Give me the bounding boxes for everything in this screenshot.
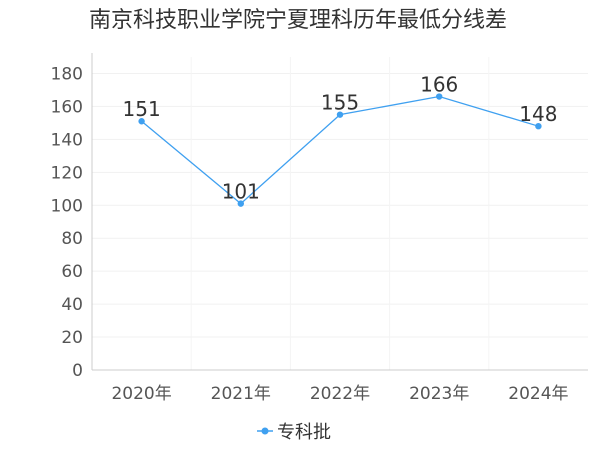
- y-tick-label: 0: [72, 361, 83, 381]
- y-tick-label: 160: [51, 97, 83, 117]
- x-tick-label: 2022年: [310, 384, 370, 404]
- series: [138, 93, 542, 207]
- y-tick-label: 180: [51, 64, 83, 84]
- chart-title: 南京科技职业学院宁夏理科历年最低分线差: [89, 8, 507, 33]
- data-point[interactable]: [535, 122, 542, 130]
- y-tick-label: 140: [51, 130, 83, 150]
- data-point[interactable]: [436, 93, 443, 100]
- legend-label[interactable]: 专科批: [277, 422, 331, 443]
- data-point[interactable]: [336, 111, 344, 118]
- legend-marker-icon: [261, 427, 269, 435]
- x-tick-label: 2021年: [211, 384, 271, 404]
- legend[interactable]: 专科批: [257, 422, 331, 443]
- y-tick-label: 40: [61, 295, 83, 315]
- x-tick-labels: 2020年 2021年 2022年 2023年 2024年: [111, 384, 568, 404]
- grid: [92, 57, 588, 370]
- data-label: 148: [519, 102, 557, 126]
- y-tick-label: 80: [61, 229, 83, 249]
- y-tick-label: 100: [51, 196, 83, 216]
- y-tick-label: 120: [51, 163, 83, 183]
- x-tick-label: 2024年: [508, 384, 568, 404]
- y-tick-label: 20: [61, 328, 83, 348]
- y-tick-label: 60: [61, 262, 83, 282]
- data-point[interactable]: [138, 118, 145, 125]
- data-label: 151: [123, 97, 161, 121]
- axes: [91, 53, 588, 371]
- x-tick-label: 2023年: [409, 384, 469, 404]
- data-label: 166: [420, 73, 458, 97]
- data-label: 155: [321, 91, 359, 115]
- data-point[interactable]: [237, 200, 244, 207]
- data-labels: 151 101 155 166 148: [123, 73, 558, 204]
- x-tick-label: 2020年: [111, 384, 171, 404]
- data-label: 101: [222, 180, 260, 204]
- y-tick-labels: 0 20 40 60 80 100 120 140 160 180: [51, 64, 83, 381]
